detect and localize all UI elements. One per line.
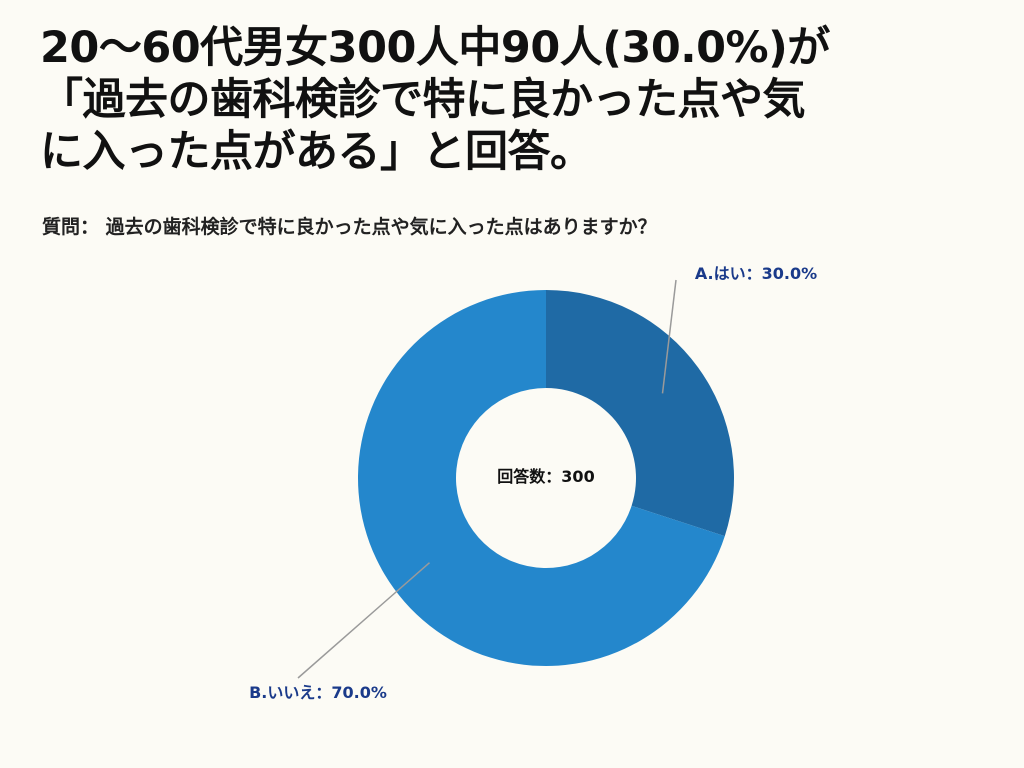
chart-leader-lines (297, 279, 677, 679)
leader-line-a (661, 279, 677, 394)
slice-label-b: B.いいえ：70.0% (249, 683, 387, 702)
center-label: 回答数：300 (497, 467, 594, 486)
page-title: 20〜60代男女300人中90人(30.0%)が 「過去の歯科検診で特に良かった… (40, 22, 1000, 178)
question-text: 質問： 過去の歯科検診で特に良かった点や気に入った点はありますか？ (42, 216, 657, 238)
leader-line-b (297, 562, 430, 679)
title-line-2: 「過去の歯科検診で特に良かった点や気 (40, 75, 806, 125)
title-line-3: に入った点がある」と回答。 (40, 127, 593, 177)
title-line-1: 20〜60代男女300人中90人(30.0%)が (40, 23, 830, 73)
chart-slices (358, 290, 734, 666)
slice-b (358, 290, 725, 666)
slice-label-a: A.はい：30.0% (695, 264, 817, 283)
slice-a (546, 290, 734, 537)
